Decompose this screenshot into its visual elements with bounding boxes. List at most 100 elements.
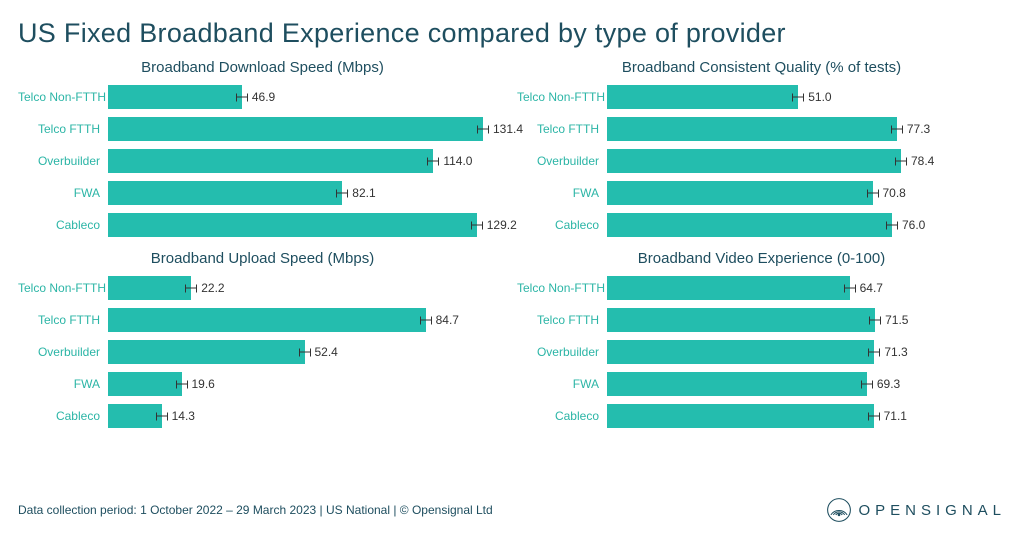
value-label: 52.4 bbox=[315, 345, 338, 359]
bar bbox=[607, 372, 867, 396]
error-bar bbox=[156, 416, 168, 417]
panel-download-speed: Broadband Download Speed (Mbps) Telco No… bbox=[18, 59, 507, 238]
value-label: 22.2 bbox=[201, 281, 224, 295]
error-bar bbox=[299, 352, 311, 353]
bar-row: 22.2 bbox=[108, 275, 507, 301]
bar bbox=[108, 213, 477, 237]
bar bbox=[607, 404, 874, 428]
bar-row: 69.3 bbox=[607, 371, 1006, 397]
bar bbox=[108, 340, 305, 364]
panel-title: Broadband Consistent Quality (% of tests… bbox=[517, 59, 1006, 76]
category-label: Telco Non-FTTH bbox=[517, 90, 607, 104]
value-label: 19.6 bbox=[192, 377, 215, 391]
value-label: 114.0 bbox=[443, 154, 472, 168]
bar bbox=[607, 340, 874, 364]
bar bbox=[607, 276, 850, 300]
error-bar bbox=[891, 129, 903, 130]
error-bar bbox=[895, 161, 907, 162]
category-label: Cableco bbox=[517, 409, 607, 423]
category-label: Telco Non-FTTH bbox=[18, 90, 108, 104]
value-label: 46.9 bbox=[252, 90, 275, 104]
error-bar bbox=[792, 97, 804, 98]
bar-row: 71.1 bbox=[607, 403, 1006, 429]
bar-row: 82.1 bbox=[108, 180, 507, 206]
panel-upload-speed: Broadband Upload Speed (Mbps) Telco Non-… bbox=[18, 250, 507, 429]
logo: OPENSIGNAL bbox=[826, 497, 1006, 523]
value-label: 71.5 bbox=[885, 313, 908, 327]
bar-row: 64.7 bbox=[607, 275, 1006, 301]
error-bar bbox=[176, 384, 188, 385]
bar bbox=[607, 181, 873, 205]
error-bar bbox=[185, 288, 197, 289]
panel-consistent-quality: Broadband Consistent Quality (% of tests… bbox=[517, 59, 1006, 238]
page-title: US Fixed Broadband Experience compared b… bbox=[18, 18, 1006, 49]
value-label: 14.3 bbox=[172, 409, 195, 423]
category-label: Telco FTTH bbox=[517, 122, 607, 136]
value-label: 71.1 bbox=[884, 409, 907, 423]
bar bbox=[607, 149, 901, 173]
error-bar bbox=[236, 97, 248, 98]
value-label: 70.8 bbox=[883, 186, 906, 200]
panel-title: Broadband Download Speed (Mbps) bbox=[18, 59, 507, 76]
value-label: 84.7 bbox=[436, 313, 459, 327]
footer: Data collection period: 1 October 2022 –… bbox=[18, 497, 1006, 523]
bar-row: 52.4 bbox=[108, 339, 507, 365]
bar-row: 19.6 bbox=[108, 371, 507, 397]
error-bar bbox=[844, 288, 856, 289]
bar bbox=[607, 213, 892, 237]
bar bbox=[108, 181, 342, 205]
bar-row: 76.0 bbox=[607, 212, 1006, 238]
bar bbox=[108, 404, 162, 428]
error-bar bbox=[336, 193, 348, 194]
category-label: Overbuilder bbox=[18, 154, 108, 168]
value-label: 82.1 bbox=[352, 186, 375, 200]
bar-row: 114.0 bbox=[108, 148, 507, 174]
bar bbox=[108, 149, 433, 173]
category-label: FWA bbox=[517, 186, 607, 200]
bar bbox=[108, 276, 191, 300]
bar-row: 84.7 bbox=[108, 307, 507, 333]
value-label: 69.3 bbox=[877, 377, 900, 391]
bar bbox=[607, 308, 875, 332]
bar-row: 78.4 bbox=[607, 148, 1006, 174]
value-label: 77.3 bbox=[907, 122, 930, 136]
panel-video-experience: Broadband Video Experience (0-100) Telco… bbox=[517, 250, 1006, 429]
bar bbox=[108, 85, 242, 109]
bar bbox=[108, 372, 182, 396]
error-bar bbox=[868, 352, 880, 353]
error-bar bbox=[471, 225, 483, 226]
bar-row: 129.2 bbox=[108, 212, 507, 238]
category-label: Telco FTTH bbox=[517, 313, 607, 327]
error-bar bbox=[861, 384, 873, 385]
category-label: Telco Non-FTTH bbox=[517, 281, 607, 295]
category-label: Telco FTTH bbox=[18, 122, 108, 136]
bar bbox=[108, 117, 483, 141]
category-label: Cableco bbox=[18, 409, 108, 423]
panel-title: Broadband Upload Speed (Mbps) bbox=[18, 250, 507, 267]
category-label: Overbuilder bbox=[18, 345, 108, 359]
bar-row: 77.3 bbox=[607, 116, 1006, 142]
bar-row: 71.5 bbox=[607, 307, 1006, 333]
logo-text: OPENSIGNAL bbox=[858, 502, 1006, 519]
bar bbox=[108, 308, 426, 332]
error-bar bbox=[420, 320, 432, 321]
error-bar bbox=[477, 129, 489, 130]
footer-text: Data collection period: 1 October 2022 –… bbox=[18, 503, 493, 517]
panel-title: Broadband Video Experience (0-100) bbox=[517, 250, 1006, 267]
value-label: 76.0 bbox=[902, 218, 925, 232]
category-label: FWA bbox=[18, 186, 108, 200]
category-label: Overbuilder bbox=[517, 345, 607, 359]
value-label: 51.0 bbox=[808, 90, 831, 104]
chart: Telco Non-FTTH22.2Telco FTTH84.7Overbuil… bbox=[18, 275, 507, 429]
chart: Telco Non-FTTH46.9Telco FTTH131.4Overbui… bbox=[18, 84, 507, 238]
bar-row: 71.3 bbox=[607, 339, 1006, 365]
error-bar bbox=[868, 416, 880, 417]
value-label: 78.4 bbox=[911, 154, 934, 168]
category-label: FWA bbox=[18, 377, 108, 391]
bar-row: 51.0 bbox=[607, 84, 1006, 110]
category-label: Cableco bbox=[517, 218, 607, 232]
error-bar bbox=[427, 161, 439, 162]
bar-row: 46.9 bbox=[108, 84, 507, 110]
category-label: Telco Non-FTTH bbox=[18, 281, 108, 295]
bar bbox=[607, 85, 798, 109]
